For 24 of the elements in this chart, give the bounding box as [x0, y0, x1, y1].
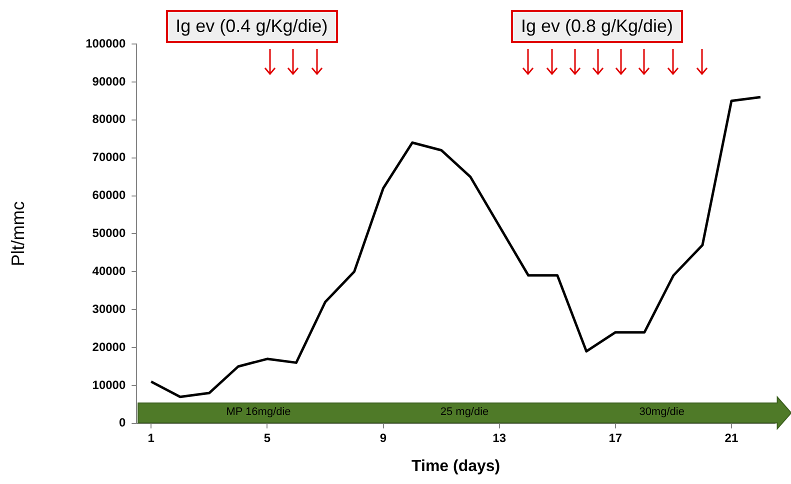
y-axis-title: Plt/mmc [8, 201, 28, 266]
y-tick-label: 20000 [92, 340, 126, 354]
y-tick-label: 90000 [92, 74, 126, 88]
annotation: MP 16mg/die [226, 406, 291, 418]
y-tick-label: 40000 [92, 264, 126, 278]
x-tick-label: 5 [264, 430, 271, 445]
y-tick-label: 10000 [92, 378, 126, 392]
y-tick-label: 30000 [92, 302, 126, 316]
x-tick-label: 1 [148, 430, 155, 445]
x-tick-label: 9 [380, 430, 387, 445]
annotation: 25 mg/die [440, 406, 489, 418]
x-tick-label: 13 [492, 430, 506, 445]
text: Ig ev (0.8 g/Kg/die) [510, 10, 684, 43]
y-tick-label: 50000 [92, 226, 126, 240]
y-tick-label: 80000 [92, 112, 126, 126]
x-tick-label: 21 [724, 430, 738, 445]
y-tick-label: 60000 [92, 188, 126, 202]
x-tick-label: 17 [608, 430, 622, 445]
y-tick-label: 70000 [92, 150, 126, 164]
y-tick-label: 0 [118, 416, 126, 430]
y-tick-label: 100000 [86, 36, 126, 50]
x-axis-title: Time (days) [412, 458, 500, 475]
annotation: 30mg/die [639, 406, 684, 418]
text: Ig ev (0.4 g/Kg/die) [166, 10, 338, 43]
